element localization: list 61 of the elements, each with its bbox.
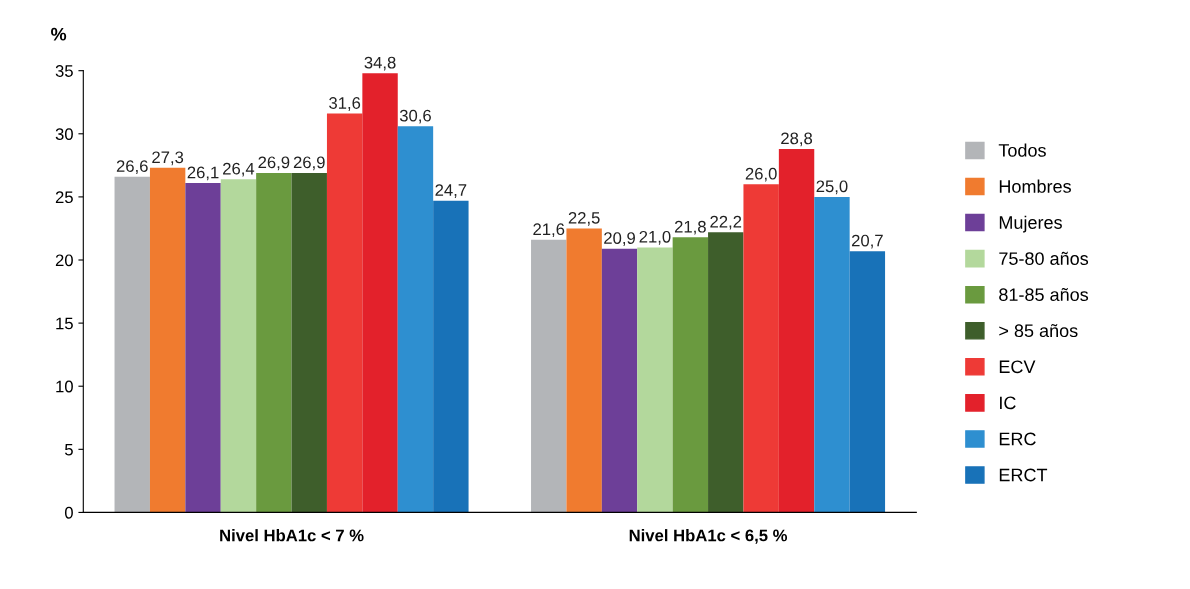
data-label: 21,8 <box>674 220 706 235</box>
data-label: 30,6 <box>399 109 431 124</box>
bar <box>531 239 567 513</box>
legend-label: 75-80 años <box>999 251 1089 265</box>
data-label: 20,9 <box>604 232 635 246</box>
legend-label: IC <box>1000 396 1016 410</box>
data-label: 20,7 <box>851 234 883 249</box>
legend-label: Hombres <box>999 179 1071 193</box>
data-label: 26,0 <box>745 167 777 182</box>
y-tick-label: 20 <box>55 254 73 267</box>
data-label: 26,4 <box>223 162 255 177</box>
y-tick-label: 15 <box>56 317 73 330</box>
legend-label: > 85 años <box>999 323 1078 338</box>
data-label: 24,7 <box>435 184 467 198</box>
data-label: 26,9 <box>293 156 325 171</box>
data-label: 28,8 <box>781 132 813 147</box>
data-label: 21,0 <box>639 230 671 245</box>
legend-label: ERC <box>999 432 1036 446</box>
legend-label: 81-85 años <box>999 287 1089 302</box>
data-label: 26,9 <box>258 156 290 171</box>
y-tick-label: 0 <box>64 506 73 519</box>
bar <box>708 232 744 513</box>
legend-label: Mujeres <box>999 215 1062 233</box>
legend-label: ERCT <box>999 468 1048 482</box>
bar <box>185 183 221 513</box>
data-label: 34,8 <box>364 56 396 71</box>
legend-label: Todos <box>998 143 1046 157</box>
bar <box>601 248 638 513</box>
data-label: 26,6 <box>116 160 148 174</box>
data-label: 21,6 <box>533 223 565 238</box>
data-label: 26,1 <box>187 166 219 181</box>
y-tick-label: 5 <box>64 443 73 456</box>
legend-label: ECV <box>999 360 1036 374</box>
bar <box>149 167 186 513</box>
bar <box>743 184 779 513</box>
data-label: 22,5 <box>568 211 600 226</box>
bar <box>256 172 292 513</box>
y-tick-label: 25 <box>55 191 73 204</box>
bar <box>362 73 398 513</box>
bar <box>433 200 469 513</box>
bar <box>849 251 886 513</box>
bar <box>637 247 673 513</box>
x-tick-label: Nivel HbA1c < 7 % <box>220 529 364 542</box>
bar <box>566 228 602 513</box>
data-label: 22,2 <box>710 215 742 230</box>
y-tick-label: 30 <box>55 128 73 140</box>
bar <box>220 179 257 513</box>
bar <box>397 126 434 513</box>
bar <box>778 148 815 513</box>
y-tick-label: 35 <box>55 65 73 77</box>
bar <box>814 196 850 513</box>
data-label: 31,6 <box>329 97 361 111</box>
y-tick-label: 10 <box>56 380 73 393</box>
bar <box>291 172 327 513</box>
bar <box>672 237 709 513</box>
x-tick-label: Nivel HbA1c < 6,5 % <box>629 529 788 544</box>
data-label: 25,0 <box>816 180 848 195</box>
bar <box>326 113 363 513</box>
data-label: 27,3 <box>152 151 184 166</box>
y-axis-title: % <box>51 27 67 41</box>
bar <box>114 176 150 513</box>
